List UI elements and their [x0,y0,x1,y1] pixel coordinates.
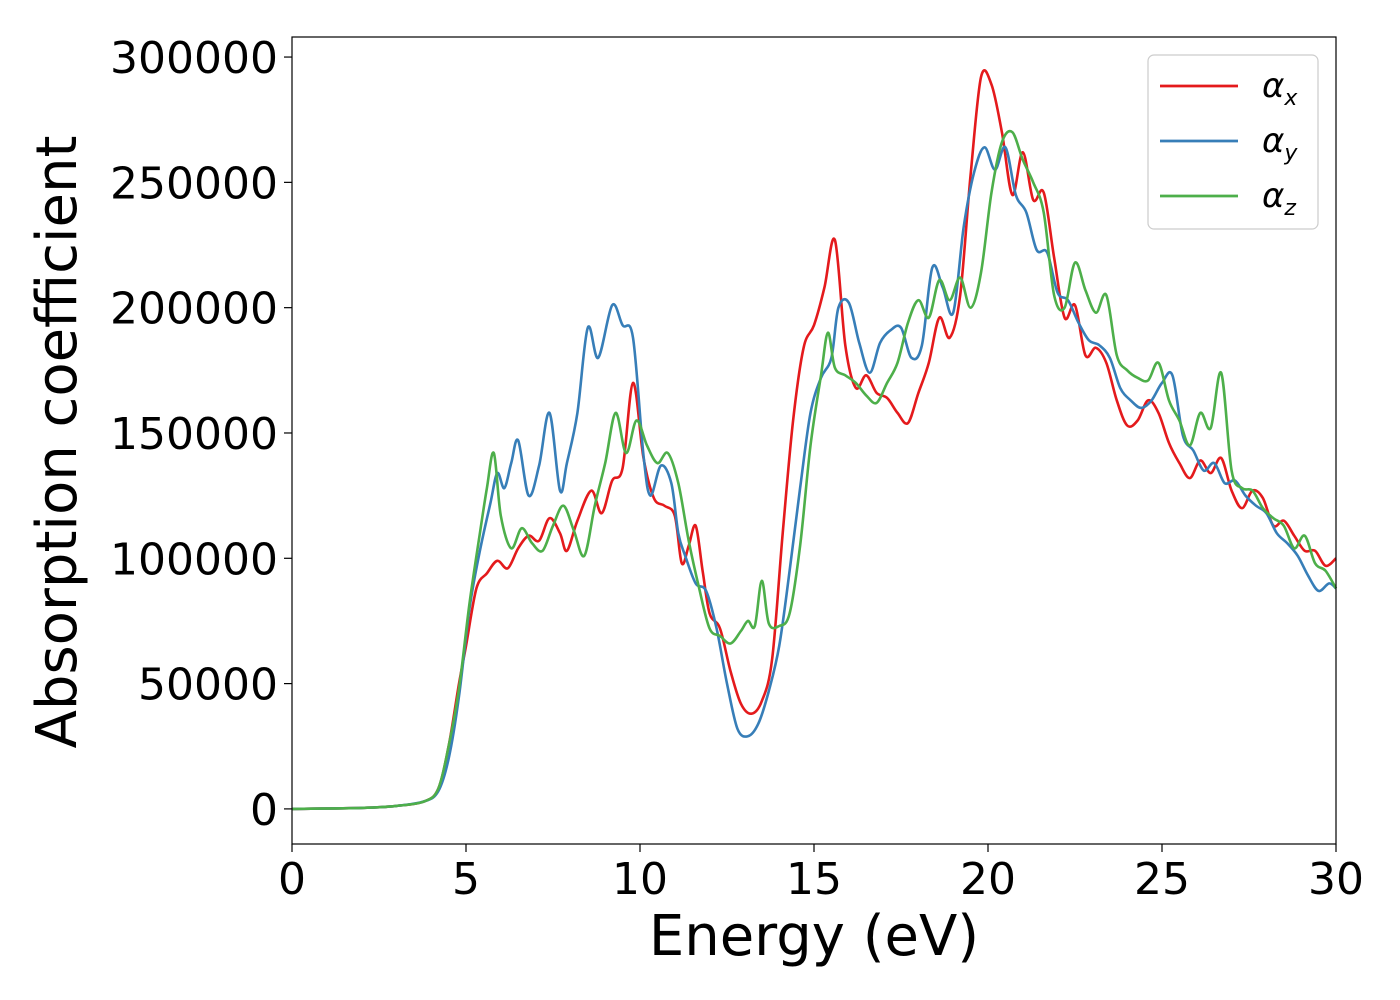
series-line-x [291,69,1337,811]
series-line-y [291,145,1337,811]
y-tick-label: 50000 [138,660,278,711]
x-tick-label: 25 [1134,854,1190,905]
x-axis-ticks: 0 5 10 15 20 25 30 [278,844,1364,905]
series-line-z [291,129,1338,811]
y-tick-label: 300000 [110,33,278,84]
x-tick-label: 30 [1308,854,1364,905]
y-tick-label: 250000 [110,158,278,209]
y-tick-label: 0 [250,785,278,836]
y-axis-ticks: 0 50000 100000 150000 200000 250000 300000 [110,33,292,836]
x-tick-label: 10 [612,854,668,905]
y-tick-label: 200000 [110,284,278,335]
y-axis-label: Absorption coefficient [25,136,90,749]
plot-lines [291,69,1338,811]
y-tick-label: 150000 [110,409,278,460]
x-tick-label: 20 [960,854,1016,905]
y-tick-label: 100000 [110,534,278,585]
x-tick-label: 0 [278,854,306,905]
x-tick-label: 15 [786,854,842,905]
x-tick-label: 5 [452,854,480,905]
x-axis-label: Energy (eV) [649,904,979,969]
